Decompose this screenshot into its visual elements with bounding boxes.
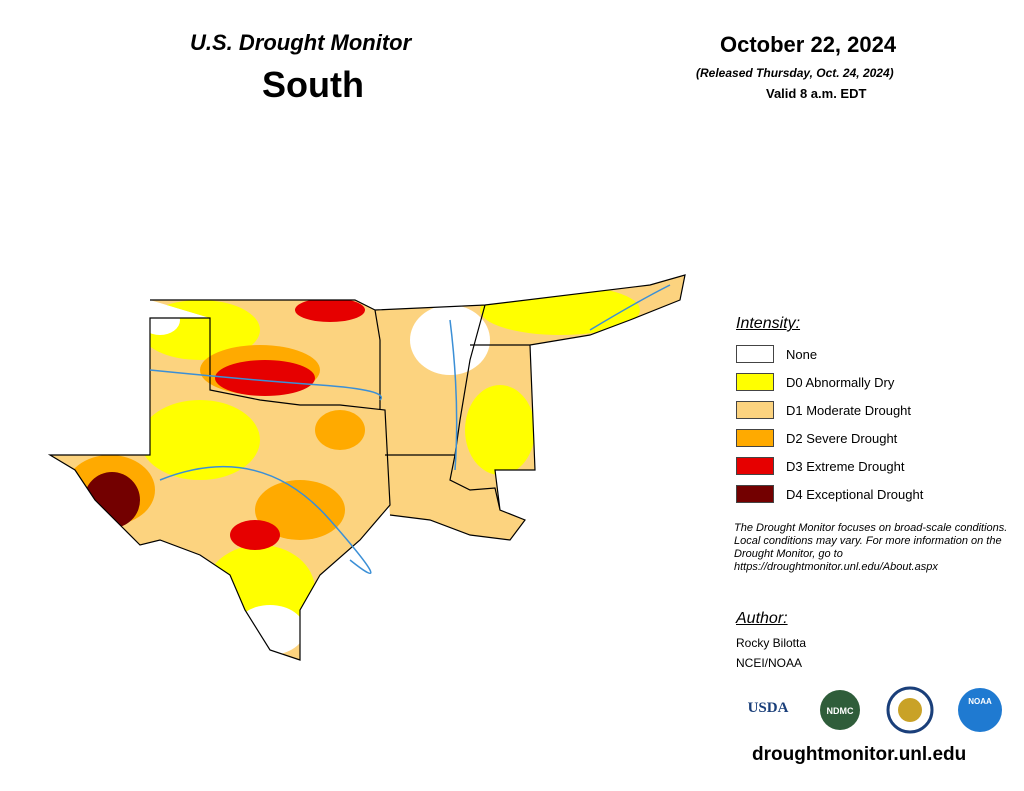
area <box>465 385 535 475</box>
legend-swatch <box>736 401 774 419</box>
legend-label: None <box>786 346 818 362</box>
url: droughtmonitor.unl.edu <box>752 744 967 765</box>
area <box>140 400 260 480</box>
legend-swatch <box>736 429 774 447</box>
state-borders <box>47 274 686 661</box>
legend-item: D1 Moderate Drought <box>736 400 911 420</box>
legend-item: D4 Exceptional Drought <box>736 484 923 504</box>
logo-text: NDMC <box>827 706 854 716</box>
area <box>84 472 140 528</box>
date: October 22, 2024 <box>720 32 897 57</box>
area <box>235 605 305 655</box>
legend-item: None <box>736 344 817 364</box>
area <box>140 305 180 335</box>
area <box>315 410 365 450</box>
note: The Drought Monitor focuses on broad-sca… <box>734 522 1008 573</box>
legend-label: D3 Extreme Drought <box>786 458 905 474</box>
valid: Valid 8 a.m. EDT <box>766 86 867 101</box>
logo-text: NOAA <box>968 697 992 706</box>
author-name: Rocky Bilotta <box>736 636 807 650</box>
legend-label: D4 Exceptional Drought <box>786 486 924 502</box>
released: (Released Thursday, Oct. 24, 2024) <box>696 66 894 80</box>
logos: USDA NDMC NOAA <box>742 686 1002 734</box>
logo <box>820 690 860 730</box>
region: South <box>262 64 364 105</box>
legend-item: D0 Abnormally Dry <box>736 372 894 392</box>
author-org: NCEI/NOAA <box>736 656 803 670</box>
legend-swatch <box>736 485 774 503</box>
legend-swatch <box>736 345 774 363</box>
area <box>230 520 280 550</box>
legend-label: D0 Abnormally Dry <box>786 374 895 390</box>
area <box>215 360 315 396</box>
legend-title: Intensity: <box>736 315 801 332</box>
area <box>295 298 365 322</box>
logo <box>898 698 922 722</box>
title: U.S. Drought Monitor <box>190 30 412 55</box>
legend-label: D2 Severe Drought <box>786 430 898 446</box>
area <box>255 480 345 540</box>
area <box>410 305 490 375</box>
legend-item: D3 Extreme Drought <box>736 456 905 476</box>
legend-item: D2 Severe Drought <box>736 428 897 448</box>
logo <box>958 688 1002 732</box>
logo-text: USDA <box>748 700 789 716</box>
author-title: Author: <box>736 610 788 627</box>
logo <box>742 694 794 724</box>
area <box>480 285 640 335</box>
legend-swatch <box>736 457 774 475</box>
legend-swatch <box>736 373 774 391</box>
legend-label: D1 Moderate Drought <box>786 402 912 418</box>
rivers <box>149 284 671 575</box>
